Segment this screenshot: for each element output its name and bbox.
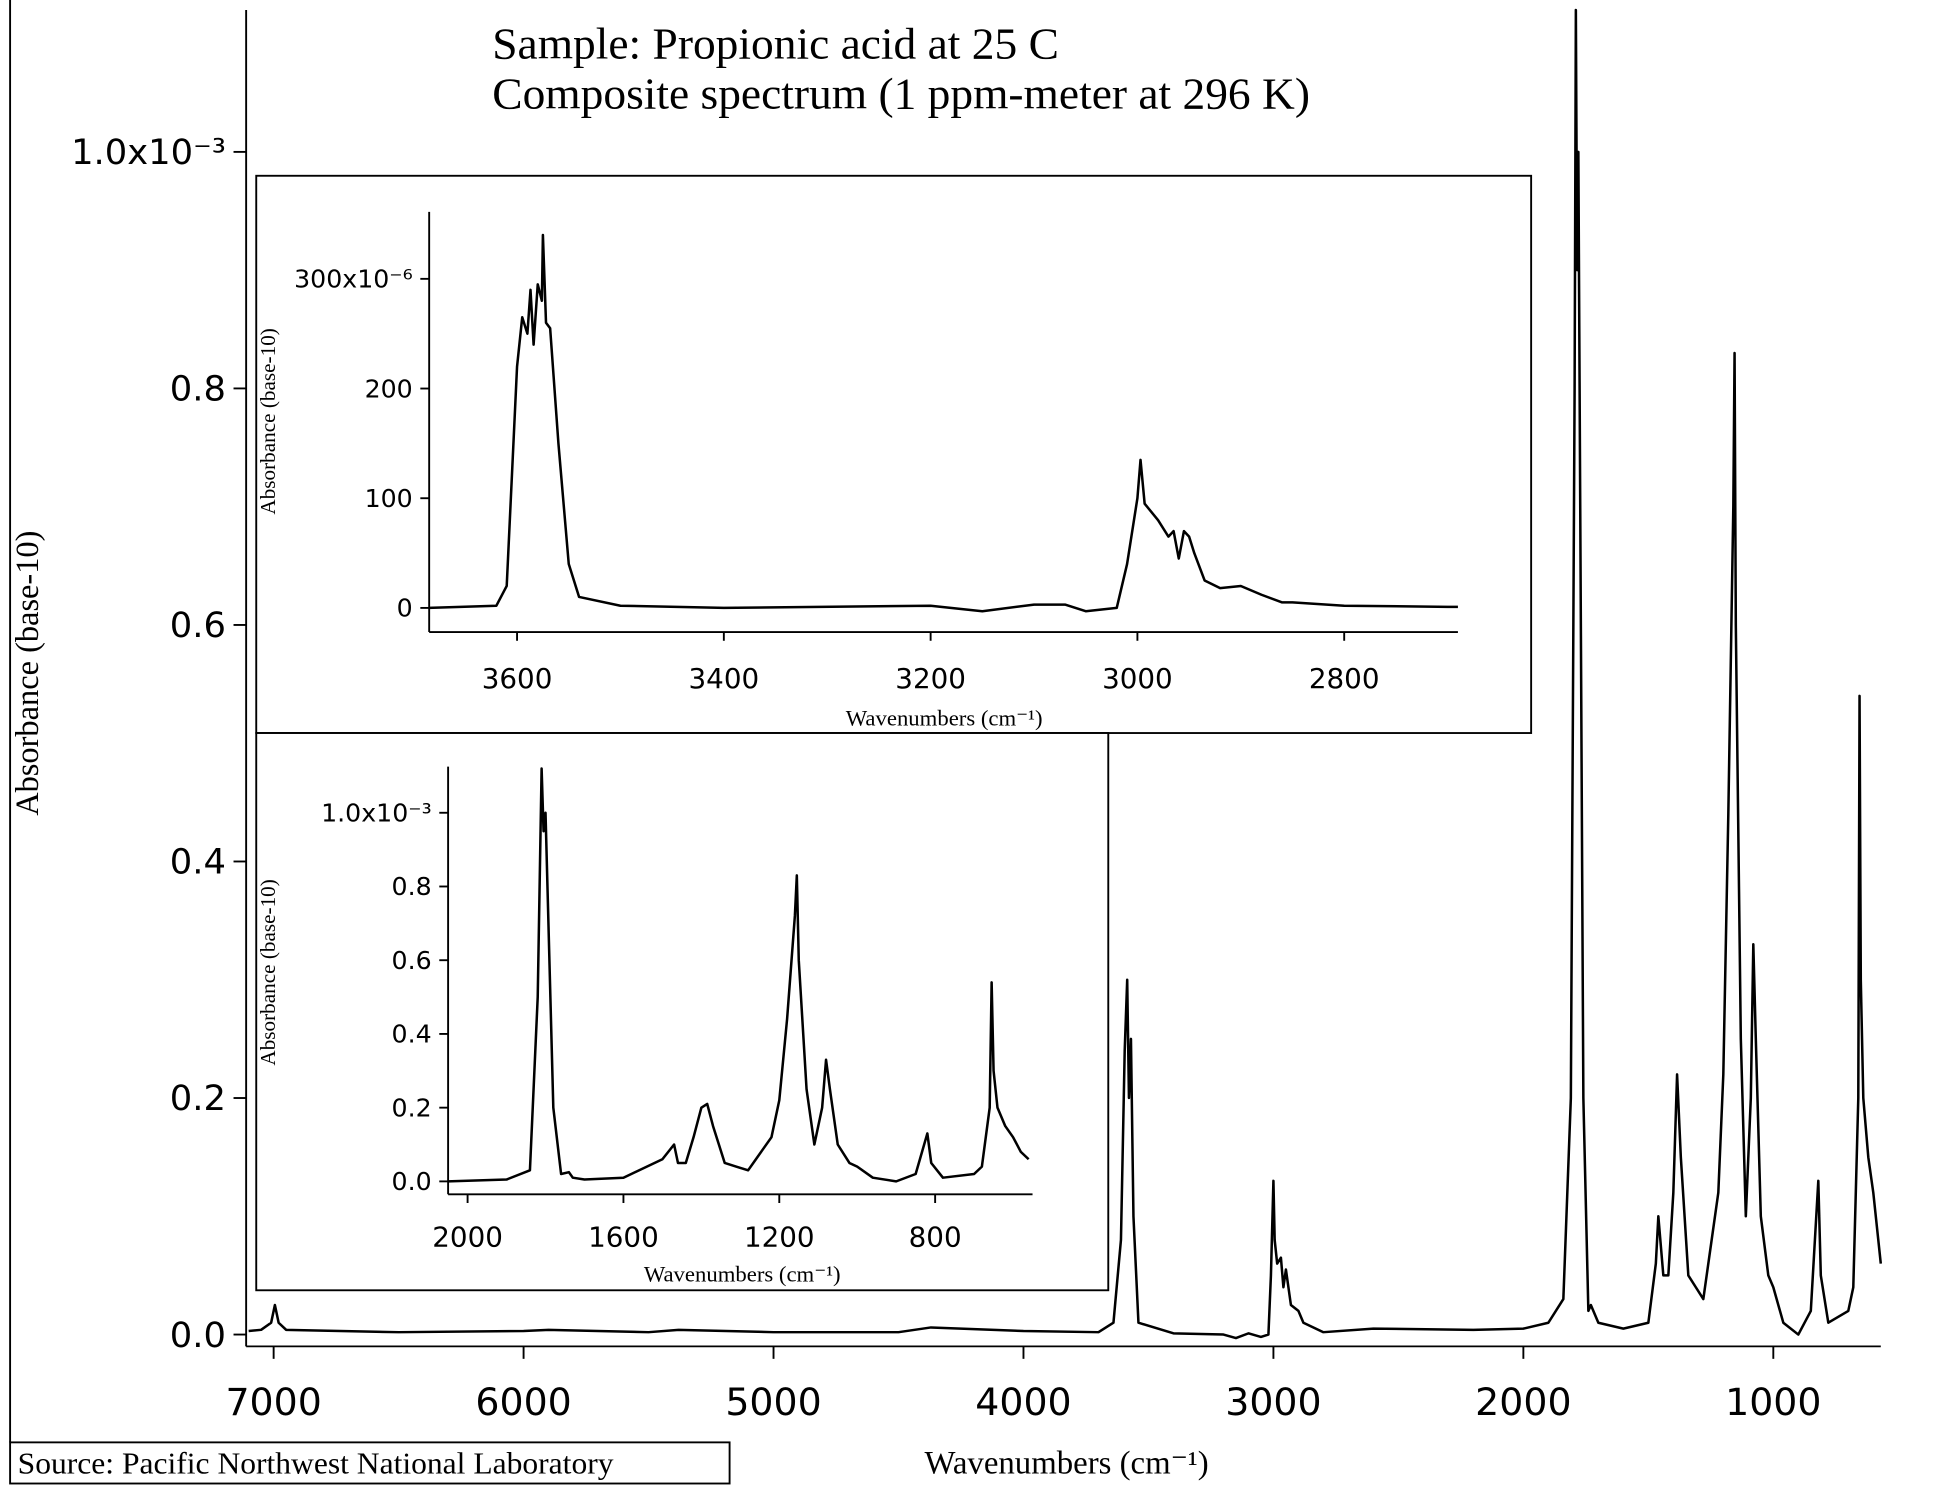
x-tick-label: 3000 (1225, 1380, 1321, 1424)
y-tick-label: 1.0x10⁻³ (321, 799, 432, 828)
y-tick-label: 0.2 (170, 1078, 226, 1119)
x-tick-label: 1200 (744, 1221, 815, 1254)
y-tick-label: 1.0x10⁻³ (71, 132, 226, 173)
x-tick-label: 1000 (1725, 1380, 1821, 1424)
y-tick-label: 0.0 (392, 1167, 432, 1196)
x-tick-label: 2800 (1309, 662, 1380, 695)
y-tick-label: 0.8 (392, 872, 432, 901)
x-axis-label: Wavenumbers (cm⁻¹) (925, 1446, 1209, 1482)
y-tick-label: 0.2 (392, 1094, 432, 1123)
source-box (9, 1441, 731, 1485)
spectrum-line (429, 233, 1458, 613)
x-tick-label: 2000 (432, 1221, 503, 1254)
source: Source: Pacific Northwest National Labor… (18, 1446, 614, 1481)
y-tick-label: 0.6 (392, 946, 432, 975)
x-tick-label: 3400 (689, 662, 760, 695)
y-axis-label: Absorbance (base-10) (256, 328, 280, 514)
inset-box (255, 732, 1110, 1292)
y-tick-label: 0.4 (392, 1020, 432, 1049)
y-tick-label: 0.0 (170, 1315, 226, 1356)
x-tick-label: 800 (909, 1221, 962, 1254)
y-axis-label: Absorbance (base-10) (10, 531, 46, 816)
y-tick-label: 200 (365, 374, 413, 403)
y-tick-label: 100 (365, 484, 413, 513)
x-tick-label: 4000 (975, 1380, 1071, 1424)
spectrum-line (248, 8, 1883, 1340)
annotation: Sample: Propionic acid at 25 C (492, 19, 1059, 69)
x-tick-label: 7000 (225, 1380, 321, 1424)
spectrum-line (448, 767, 1030, 1183)
y-tick-label: 0.8 (170, 369, 226, 410)
x-axis-label: Wavenumbers (cm⁻¹) (846, 706, 1043, 731)
y-axis-label: Absorbance (base-10) (256, 879, 280, 1065)
x-tick-label: 5000 (725, 1380, 821, 1424)
inset-box (255, 174, 1533, 734)
x-tick-label: 6000 (475, 1380, 571, 1424)
y-tick-label: 0.4 (170, 842, 226, 883)
x-tick-label: 1600 (588, 1221, 659, 1254)
y-tick-label: 0.6 (170, 605, 226, 646)
x-axis-label: Wavenumbers (cm⁻¹) (644, 1262, 841, 1287)
x-tick-label: 3000 (1102, 662, 1173, 695)
x-tick-label: 2000 (1475, 1380, 1571, 1424)
y-tick-label: 300x10⁻⁶ (294, 265, 413, 294)
x-tick-label: 3600 (482, 662, 553, 695)
annotation: Composite spectrum (1 ppm-meter at 296 K… (492, 69, 1310, 119)
y-tick-label: 0 (397, 594, 413, 623)
x-tick-label: 3200 (895, 662, 966, 695)
